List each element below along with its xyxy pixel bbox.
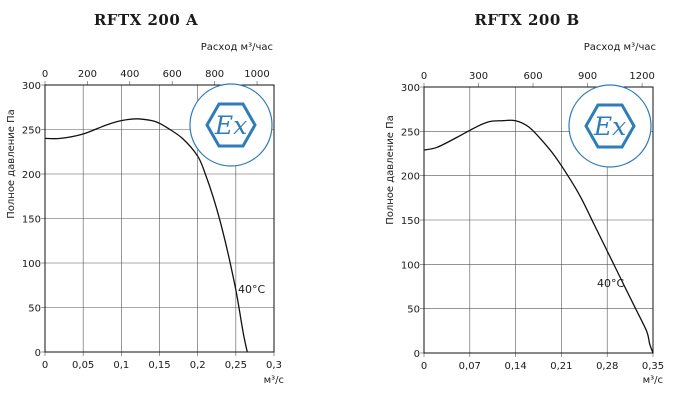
logo-ring	[189, 83, 273, 167]
x-tick-label: 0,15	[148, 360, 170, 371]
top-tick-label: 600	[524, 71, 543, 82]
x-tick-label: 0,25	[225, 360, 247, 371]
y-tick-label: 0	[35, 348, 41, 359]
y-tick-label: 200	[22, 170, 41, 181]
top-tick-label: 0	[42, 69, 48, 80]
top-tick-label: 900	[578, 71, 597, 82]
top-tick-label: 1200	[629, 71, 654, 82]
x-tick-label: 0,28	[596, 361, 618, 372]
y-tick-label: 150	[401, 216, 420, 227]
x-tick-label: 0	[42, 360, 48, 371]
temperature-annotation: 40°C	[238, 283, 265, 296]
temperature-annotation: 40°C	[597, 277, 624, 290]
x-tick-label: 0,2	[190, 360, 206, 371]
top-tick-label: 800	[205, 69, 224, 80]
x-tick-label: 0,07	[459, 361, 481, 372]
x-tick-label: 0,14	[504, 361, 526, 372]
x-tick-label: 0,35	[642, 361, 664, 372]
ex-logo: Ex	[568, 84, 652, 168]
y-tick-label: 0	[414, 349, 420, 360]
x-axis-label: м³/с	[643, 375, 663, 386]
x-tick-label: 0,3	[266, 360, 282, 371]
top-axis-label: Расход м³/час	[201, 42, 273, 53]
x-axis-label: м³/с	[264, 375, 284, 386]
y-tick-label: 250	[22, 126, 41, 137]
y-tick-label: 300	[22, 81, 41, 92]
y-tick-label: 100	[401, 260, 420, 271]
ex-logo: Ex	[189, 83, 273, 167]
tick-labels: 0 0,07 0,14 0,21 0,28 0,350501001502002503000…	[401, 71, 664, 372]
y-tick-label: 150	[22, 215, 41, 226]
series-line	[44, 118, 248, 353]
top-tick-label: 300	[469, 71, 488, 82]
chart-title: RFTX 200 A	[94, 11, 198, 29]
plot-frame	[423, 86, 654, 354]
top-tick-label: 400	[120, 69, 139, 80]
y-axis-label: Полное давление Па	[6, 109, 17, 219]
y-tick-label: 300	[401, 83, 420, 94]
series-line	[423, 119, 654, 354]
chart-title: RFTX 200 B	[474, 11, 579, 29]
plot-frame	[44, 84, 275, 353]
y-tick-label: 100	[22, 259, 41, 270]
top-tick-label: 0	[421, 71, 427, 82]
x-tick-label: 0	[421, 361, 427, 372]
y-tick-label: 50	[28, 304, 41, 315]
top-tick-label: 200	[78, 69, 97, 80]
ex-logo-text: Ex	[593, 112, 626, 141]
x-tick-label: 0,05	[72, 360, 94, 371]
hexagon-icon	[584, 103, 636, 149]
y-tick-label: 250	[401, 127, 420, 138]
series-layer	[423, 119, 654, 354]
top-tick-label: 1000	[244, 69, 269, 80]
logo-ring	[568, 84, 652, 168]
series-layer	[44, 118, 248, 353]
top-axis-label: Расход м³/час	[584, 42, 656, 53]
ex-logo-text: Ex	[214, 111, 247, 140]
chart-rftx-200-b: RFTX 200 B Расход м³/час Полное давление…	[385, 11, 664, 386]
tick-labels: 0 0,05 0,1 0,15 0,2 0,25 0,3 0 50 100 150 200 250 300…	[22, 69, 282, 371]
hexagon-icon	[205, 102, 257, 148]
y-tick-label: 50	[407, 305, 420, 316]
y-axis-label: Полное давление Па	[385, 115, 396, 225]
chart-rftx-200-a: RFTX 200 A Расход м³/час Полное давление…	[6, 11, 284, 386]
x-tick-label: 0,21	[550, 361, 572, 372]
grid	[420, 83, 654, 357]
y-tick-label: 200	[401, 172, 420, 183]
x-tick-label: 0,1	[113, 360, 129, 371]
top-tick-label: 600	[163, 69, 182, 80]
